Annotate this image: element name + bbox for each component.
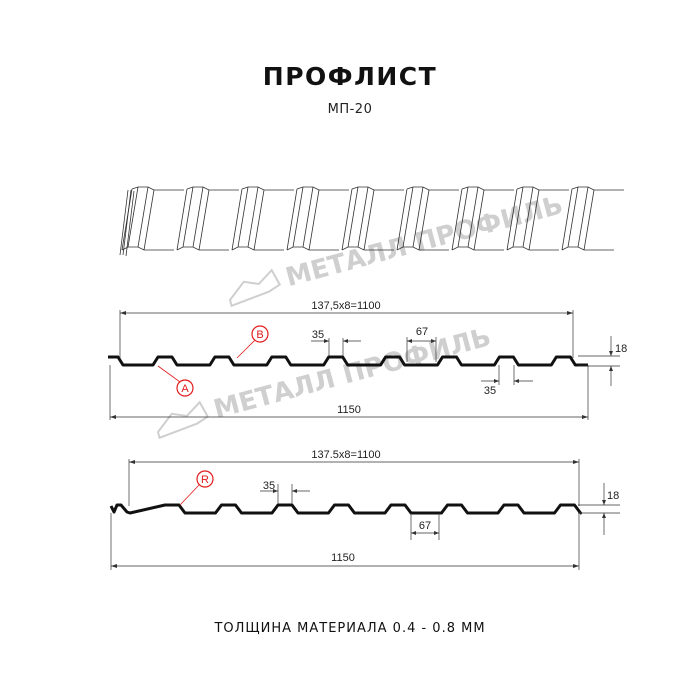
groove-label: 67 (416, 326, 428, 338)
material-thickness-note: ТОЛЩИНА МАТЕРИАЛА 0.4 - 0.8 ММ (214, 621, 486, 636)
top-width-label: 35 (312, 329, 324, 341)
svg-text:B: B (256, 329, 263, 341)
callout-r: R (179, 470, 214, 506)
profile-2-shape (109, 503, 582, 515)
width-label: 1150 (331, 552, 355, 564)
profile-2: 137.5x8=1100 1150 35 67 18 R (109, 449, 620, 570)
sheet-3d-illustration (119, 186, 624, 257)
top-width-label: 35 (263, 480, 275, 492)
page-title: ПРОФЛИСТ (262, 62, 438, 91)
svg-text:A: A (181, 383, 189, 395)
profile-1: 137,5x8=1100 1150 35 67 35 18 A B (108, 300, 627, 420)
width-label: 1150 (337, 404, 361, 416)
profile-1-shape (108, 355, 588, 367)
model-subtitle: МП-20 (327, 102, 373, 117)
svg-text:R: R (201, 474, 209, 486)
pitch-label: 137.5x8=1100 (311, 449, 380, 461)
height-label: 18 (615, 343, 627, 355)
watermark-logo-icon (156, 400, 210, 440)
height-label: 18 (607, 490, 619, 502)
watermark-logo-icon (228, 268, 282, 308)
callout-b: B (236, 325, 269, 359)
watermark-1: МЕТАЛЛ ПРОФИЛЬ (228, 190, 566, 308)
bottom-width-label: 35 (484, 385, 496, 397)
callout-a: A (157, 365, 194, 397)
pitch-label: 137,5x8=1100 (311, 300, 380, 312)
groove-label: 67 (419, 520, 431, 532)
